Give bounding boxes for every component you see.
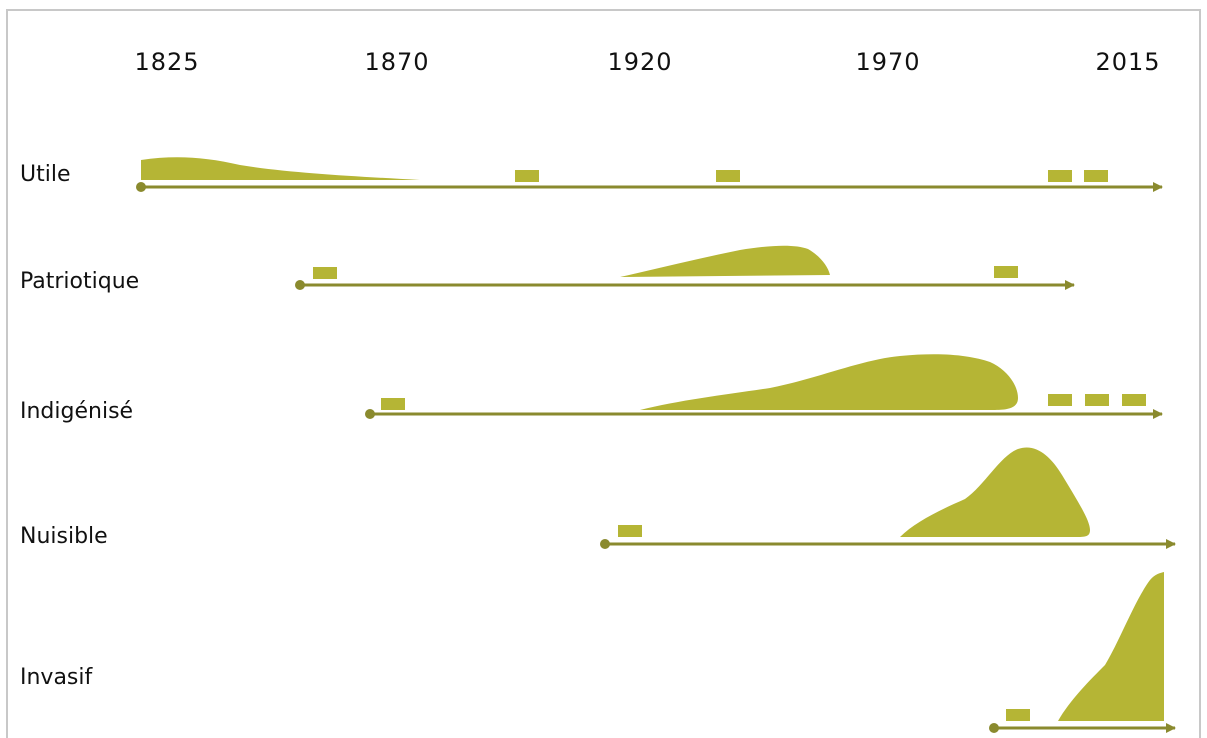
- patriotique-start-dot: [295, 280, 305, 290]
- row-label-utile: Utile: [20, 162, 71, 187]
- patriotique-marker: [994, 266, 1018, 278]
- row-invasif: [989, 572, 1176, 733]
- row-label-patriotique: Patriotique: [20, 269, 140, 294]
- utile-start-dot: [136, 182, 146, 192]
- indigenise-start-dot: [365, 409, 375, 419]
- year-1970: 1970: [855, 48, 921, 76]
- invasif-density-shape: [1058, 572, 1164, 721]
- nuisible-marker: [618, 525, 642, 537]
- invasif-marker: [1006, 709, 1030, 721]
- nuisible-density-shape: [900, 447, 1090, 537]
- utile-marker: [1048, 170, 1072, 182]
- invasif-start-dot: [989, 723, 999, 733]
- year-1825: 1825: [134, 48, 200, 76]
- indigenise-marker: [1048, 394, 1072, 406]
- indigenise-density-shape: [640, 354, 1018, 410]
- year-2015: 2015: [1095, 48, 1161, 76]
- row-nuisible: [600, 447, 1176, 549]
- utile-marker: [515, 170, 539, 182]
- year-1920: 1920: [607, 48, 673, 76]
- row-label-indigenise: Indigénisé: [20, 399, 134, 424]
- utile-density-shape: [141, 157, 420, 180]
- utile-marker: [1084, 170, 1108, 182]
- diagram-frame: [6, 9, 1201, 738]
- utile-marker: [716, 170, 740, 182]
- row-label-nuisible: Nuisible: [20, 524, 108, 549]
- patriotique-marker: [313, 267, 337, 279]
- indigenise-marker: [381, 398, 405, 410]
- row-indigenise: [365, 354, 1163, 419]
- indigenise-marker: [1085, 394, 1109, 406]
- indigenise-marker: [1122, 394, 1146, 406]
- patriotique-density-shape: [620, 245, 830, 277]
- nuisible-start-dot: [600, 539, 610, 549]
- row-patriotique: [295, 245, 1075, 290]
- row-utile: [136, 157, 1163, 192]
- row-label-invasif: Invasif: [20, 665, 93, 690]
- year-1870: 1870: [364, 48, 430, 76]
